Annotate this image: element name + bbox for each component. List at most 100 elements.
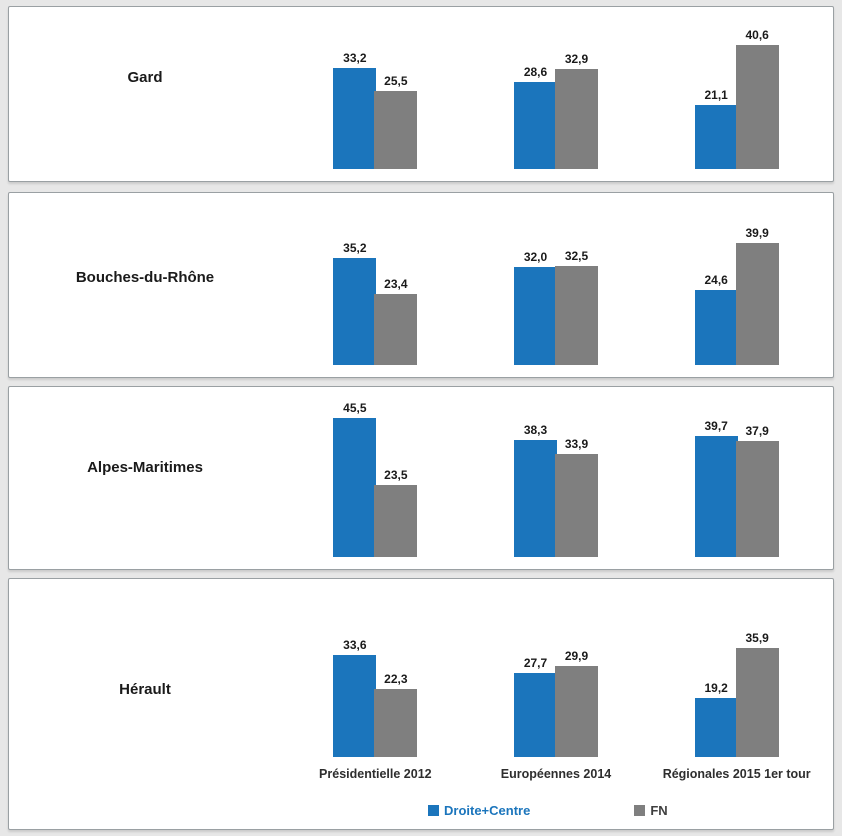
bar-group-regionales-2015-1er-tour: 24,6 39,9 [646, 226, 827, 365]
bar-value-label: 35,2 [343, 241, 367, 255]
bar-with-label: 35,9 [735, 631, 779, 757]
bar-value-label: 35,9 [745, 631, 769, 645]
bar-value-label: 45,5 [343, 401, 367, 415]
bar-droite-centre [333, 655, 377, 757]
bar-droite-centre [694, 436, 738, 557]
bar-fn [735, 45, 779, 169]
bar-droite-centre [694, 290, 738, 365]
bar-with-label: 40,6 [735, 28, 779, 169]
bar-with-label: 32,0 [514, 250, 557, 365]
bar-group-europeennes-2014: 27,7 29,9 [466, 649, 647, 757]
bar-group-presidentielle-2012: 33,6 22,3 [285, 638, 466, 757]
bar-with-label: 25,5 [374, 74, 418, 169]
bar-value-label: 19,2 [704, 681, 728, 695]
bar-value-label: 40,6 [745, 28, 769, 42]
bar-with-label: 24,6 [694, 273, 738, 365]
bar-with-label: 32,5 [555, 249, 598, 365]
bar-with-label: 19,2 [694, 681, 738, 757]
bar-value-label: 38,3 [523, 423, 548, 437]
legend: Droite+Centre FN [9, 791, 833, 829]
legend-swatch-droite-centre-icon [428, 804, 439, 816]
department-label: Alpes-Maritimes [87, 459, 203, 476]
bar-value-label: 22,3 [384, 672, 408, 686]
bar-fn [735, 441, 779, 557]
bar-value-label: 39,7 [704, 419, 728, 433]
bar-droite-centre [333, 258, 377, 365]
bar-value-label: 23,5 [384, 468, 408, 482]
bar-fn [374, 91, 418, 169]
bar-droite-centre [333, 418, 377, 557]
panel-bars-row: Hérault 33,6 22,3 27,7 29,9 19,2 35,9 [9, 579, 833, 767]
bar-fn [555, 454, 598, 557]
bar-fn [735, 243, 779, 365]
bar-value-label: 33,9 [564, 437, 589, 451]
bar-value-label: 37,9 [745, 424, 769, 438]
legend-label-fn: FN [650, 802, 668, 818]
legend-label-droite-centre: Droite+Centre [444, 802, 531, 818]
bar-value-label: 33,6 [343, 638, 367, 652]
bar-with-label: 37,9 [735, 424, 779, 557]
axis-label-presidentielle-2012: Présidentielle 2012 [319, 767, 432, 781]
bar-fn [374, 485, 418, 557]
panel-gard: Gard 33,2 25,5 28,6 32,9 21,1 40,6 [8, 6, 834, 182]
bar-droite-centre [333, 68, 377, 169]
bar-droite-centre [694, 698, 738, 757]
bar-with-label: 33,6 [333, 638, 377, 757]
panel-alpes-maritimes: Alpes-Maritimes 45,5 23,5 38,3 33,9 39,7 37,9 [8, 386, 834, 570]
bars-area: 33,6 22,3 27,7 29,9 19,2 35,9 [281, 579, 833, 767]
bar-droite-centre [514, 82, 557, 169]
bar-droite-centre [514, 673, 557, 757]
bar-fn [374, 294, 418, 365]
bar-fn [735, 648, 779, 757]
bar-with-label: 32,9 [555, 52, 598, 169]
bar-group-presidentielle-2012: 33,2 25,5 [285, 51, 466, 169]
bar-value-label: 28,6 [523, 65, 548, 79]
bar-with-label: 23,5 [374, 468, 418, 557]
bar-droite-centre [694, 105, 738, 169]
bar-with-label: 29,9 [555, 649, 598, 757]
department-label: Gard [127, 69, 163, 86]
bar-value-label: 32,9 [564, 52, 589, 66]
bar-with-label: 23,4 [374, 277, 418, 365]
bar-value-label: 32,0 [523, 250, 548, 264]
bar-with-label: 28,6 [514, 65, 557, 169]
bars-area: 45,5 23,5 38,3 33,9 39,7 37,9 [281, 387, 833, 569]
bar-group-presidentielle-2012: 45,5 23,5 [285, 401, 466, 557]
bar-with-label: 33,2 [333, 51, 377, 169]
bar-value-label: 24,6 [704, 273, 728, 287]
bar-with-label: 39,9 [735, 226, 779, 365]
bar-value-label: 33,2 [343, 51, 367, 65]
bar-with-label: 21,1 [694, 88, 738, 169]
bar-group-europeennes-2014: 38,3 33,9 [466, 423, 647, 557]
department-label-area: Hérault [9, 579, 281, 767]
bar-group-regionales-2015-1er-tour: 39,7 37,9 [646, 419, 827, 557]
department-label: Hérault [119, 681, 171, 698]
bar-value-label: 32,5 [564, 249, 589, 263]
axis-label-regionales-2015-1er-tour: Régionales 2015 1er tour [662, 767, 811, 781]
bar-group-presidentielle-2012: 35,2 23,4 [285, 241, 466, 365]
bar-fn [374, 689, 418, 757]
bar-group-europeennes-2014: 28,6 32,9 [466, 52, 647, 169]
bar-value-label: 29,9 [564, 649, 589, 663]
bars-area: 35,2 23,4 32,0 32,5 24,6 39,9 [281, 193, 833, 377]
bar-fn [555, 666, 598, 757]
bar-fn [555, 266, 598, 365]
bar-with-label: 33,9 [555, 437, 598, 557]
legend-swatch-fn-icon [634, 804, 646, 816]
bar-value-label: 25,5 [384, 74, 408, 88]
legend-item-droite-centre: Droite+Centre [428, 803, 530, 818]
bar-group-regionales-2015-1er-tour: 21,1 40,6 [646, 28, 827, 169]
bars-area: 33,2 25,5 28,6 32,9 21,1 40,6 [281, 7, 833, 181]
department-label: Bouches-du-Rhône [75, 269, 215, 286]
bar-with-label: 27,7 [514, 656, 557, 757]
bar-with-label: 35,2 [333, 241, 377, 365]
bar-group-europeennes-2014: 32,0 32,5 [466, 249, 647, 365]
bar-droite-centre [514, 440, 557, 557]
bar-value-label: 23,4 [384, 277, 408, 291]
bar-with-label: 38,3 [514, 423, 557, 557]
bar-value-label: 27,7 [523, 656, 548, 670]
panel-herault: Hérault 33,6 22,3 27,7 29,9 19,2 35,9 Président… [8, 578, 834, 830]
bar-with-label: 45,5 [333, 401, 377, 557]
bar-group-regionales-2015-1er-tour: 19,2 35,9 [646, 631, 827, 757]
